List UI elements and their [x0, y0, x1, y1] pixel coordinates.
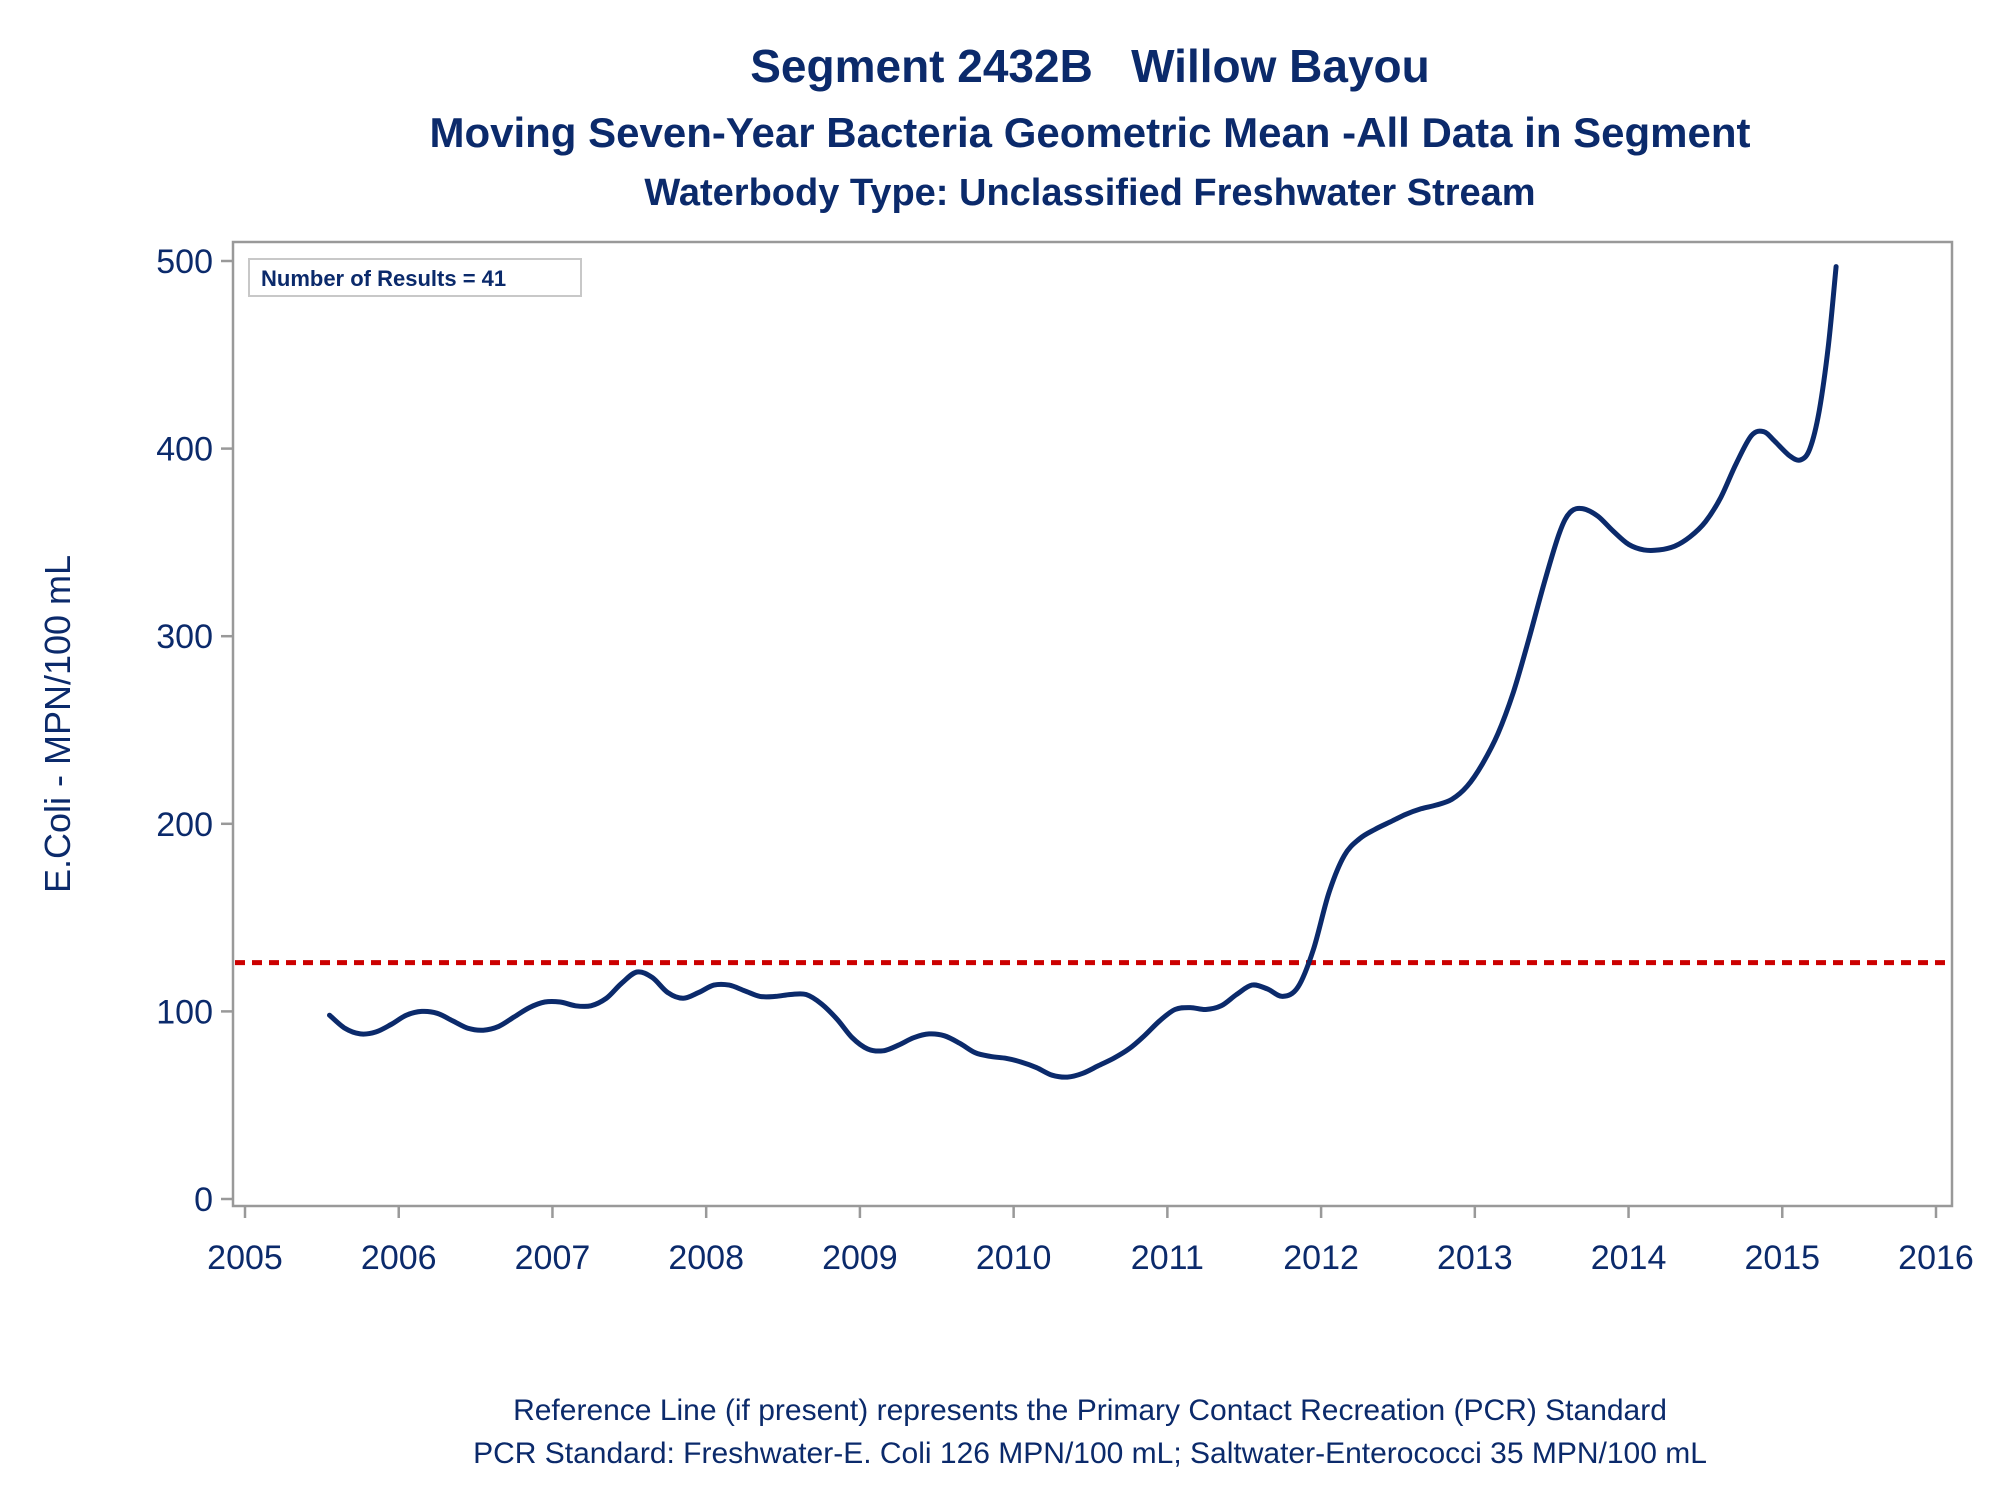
y-tick-label: 200: [156, 806, 213, 844]
x-tick-label: 2007: [515, 1239, 591, 1277]
geometric-mean-line: [327, 264, 1839, 1080]
x-tick-label: 2010: [976, 1239, 1052, 1277]
x-tick-label: 2015: [1744, 1239, 1820, 1277]
y-tick-label: 500: [156, 243, 213, 281]
x-tick-label: 2009: [822, 1239, 898, 1277]
results-count-frame: [248, 258, 582, 297]
x-tick-label: 2012: [1283, 1239, 1359, 1277]
y-axis: 0 100 200 300 400 500: [156, 243, 233, 1219]
x-tick-label: 2006: [361, 1239, 437, 1277]
footnote-line-1: Reference Line (if present) represents t…: [513, 1394, 1667, 1427]
chart-title: Segment 2432B Willow Bayou: [750, 40, 1430, 92]
x-tick-label: 2011: [1131, 1239, 1204, 1277]
results-count-box: Number of Results = 41: [248, 258, 582, 297]
x-tick-label: 2008: [668, 1239, 744, 1277]
x-tick-label: 2013: [1437, 1239, 1513, 1277]
results-count-label: Number of Results = 41: [261, 266, 506, 291]
chart-subtitle-waterbody: Waterbody Type: Unclassified Freshwater …: [644, 172, 1535, 214]
y-axis-label: E.Coli - MPN/100 mL: [37, 555, 78, 893]
y-tick-label: 400: [156, 431, 213, 469]
y-tick-label: 300: [156, 618, 213, 656]
x-tick-label: 2014: [1591, 1239, 1667, 1277]
x-axis: 2005 2006 2007 2008 2009 2010 2011 2012 2013 2014…: [207, 1206, 1974, 1277]
y-tick-label: 100: [156, 993, 213, 1031]
x-tick-label: 2016: [1898, 1239, 1974, 1277]
chart-subtitle: Moving Seven-Year Bacteria Geometric Mea…: [429, 109, 1750, 156]
footnote-line-2: PCR Standard: Freshwater-E. Coli 126 MPN…: [473, 1437, 1707, 1470]
x-tick-label: 2005: [207, 1239, 283, 1277]
plot-frame: [231, 240, 1954, 1208]
y-tick-label: 0: [194, 1181, 213, 1219]
